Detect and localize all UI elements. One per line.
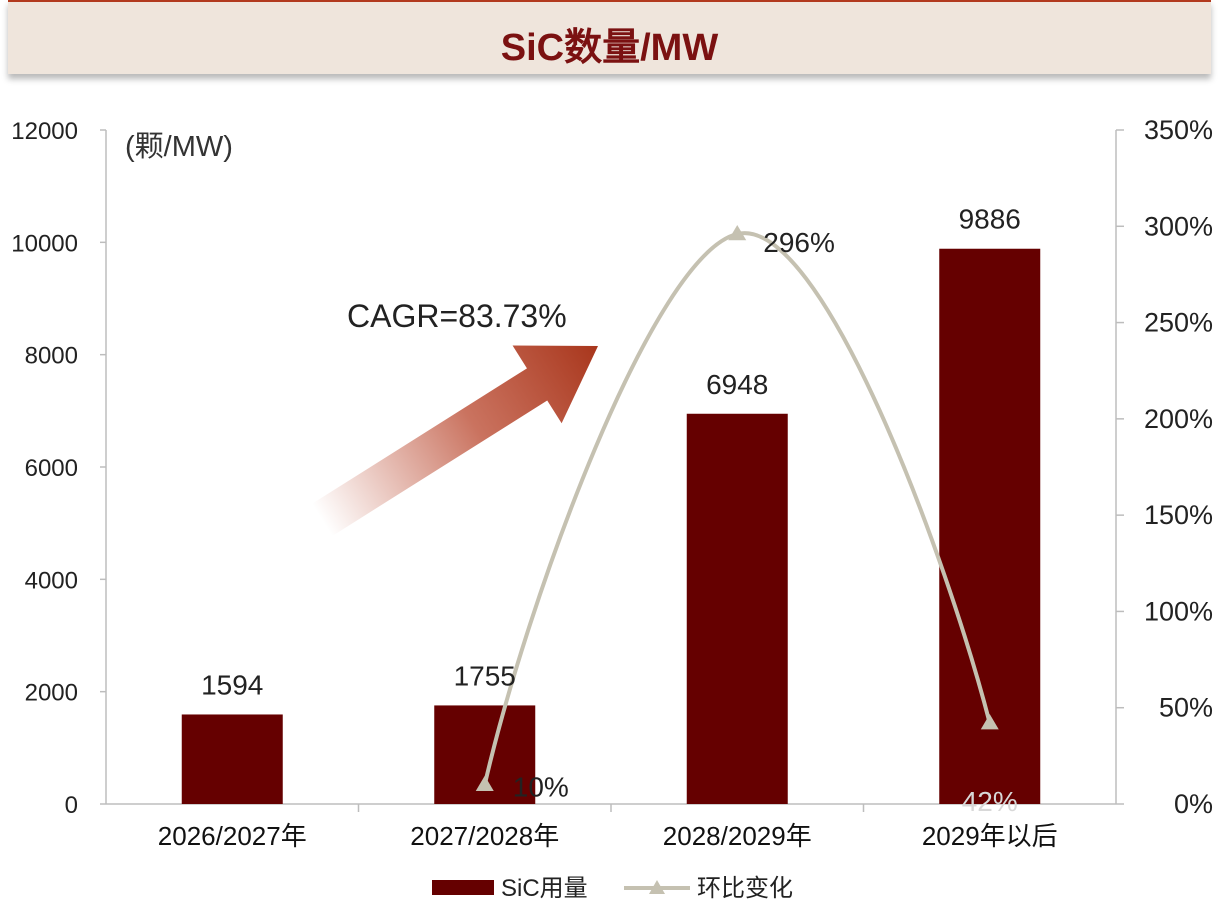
bar-value-label: 9886: [959, 204, 1021, 235]
y2-tick-label: 200%: [1144, 404, 1213, 434]
y2-tick-label: 100%: [1144, 596, 1213, 626]
legend-line-marker: [649, 880, 665, 894]
x-tick-label: 2026/2027年: [158, 821, 307, 851]
y2-tick-label: 0%: [1174, 789, 1213, 819]
y-tick-label: 6000: [25, 455, 78, 482]
y-tick-label: 8000: [25, 343, 78, 370]
y-tick-label: 10000: [11, 230, 78, 257]
bar-value-label: 1594: [201, 669, 263, 700]
cagr-annotation: CAGR=83.73%: [347, 298, 567, 334]
y2-tick-label: 50%: [1159, 693, 1213, 723]
line-value-label: 296%: [763, 227, 835, 258]
line-point-marker: [980, 714, 999, 730]
y2-tick-label: 300%: [1144, 211, 1213, 241]
title-bar: SiC数量/MW: [8, 0, 1211, 74]
y2-tick-label: 150%: [1144, 500, 1213, 530]
y2-tick-label: 350%: [1144, 115, 1213, 145]
legend-bar-label: SiC用量: [501, 875, 588, 902]
line-value-label: 10%: [513, 772, 569, 803]
bar: [181, 714, 283, 804]
bar: [939, 248, 1041, 804]
x-tick-label: 2029年以后: [922, 821, 1058, 851]
bar-value-label: 6948: [706, 369, 768, 400]
cagr-arrow: [311, 345, 599, 537]
line-value-label: 42%: [962, 786, 1018, 817]
line-point-marker: [475, 775, 494, 792]
y-tick-label: 0: [65, 792, 78, 819]
line-point-marker: [728, 224, 747, 241]
y2-tick-label: 250%: [1144, 308, 1213, 338]
y-tick-label: 12000: [11, 118, 78, 145]
bar: [686, 413, 788, 804]
y-tick-label: 2000: [25, 680, 78, 707]
chart-title: SiC数量/MW: [500, 27, 719, 69]
x-tick-label: 2027/2028年: [410, 821, 559, 851]
y-tick-label: 4000: [25, 567, 78, 594]
legend-line-label: 环比变化: [697, 875, 793, 902]
cagr-arrow-shape: [311, 345, 599, 537]
y-unit-label: (颗/MW): [125, 131, 233, 163]
legend-bar-swatch: [432, 880, 494, 895]
x-tick-label: 2028/2029年: [663, 821, 812, 851]
bar-value-label: 1755: [454, 660, 516, 691]
